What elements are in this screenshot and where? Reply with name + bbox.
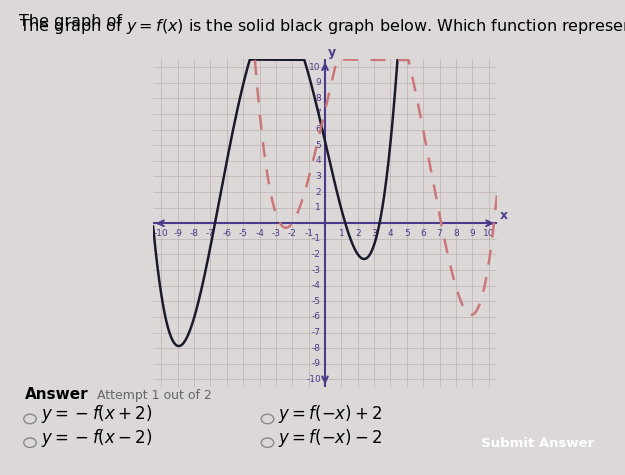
Text: 8: 8 <box>315 94 321 103</box>
Text: $y = -f(x+2)$: $y = -f(x+2)$ <box>41 403 152 425</box>
Text: -4: -4 <box>312 281 321 290</box>
Text: -2: -2 <box>288 229 297 238</box>
Text: 2: 2 <box>315 188 321 197</box>
Text: -3: -3 <box>312 266 321 275</box>
Text: 4: 4 <box>315 156 321 165</box>
Text: -9: -9 <box>312 359 321 368</box>
Text: -1: -1 <box>312 234 321 243</box>
Text: 3: 3 <box>371 229 377 238</box>
Text: The graph of: The graph of <box>19 14 127 29</box>
Text: 6: 6 <box>315 125 321 134</box>
Text: Answer: Answer <box>25 387 89 402</box>
Text: The graph of $y = f(x)$ is the solid black graph below. Which function represent: The graph of $y = f(x)$ is the solid bla… <box>19 17 625 36</box>
Text: x: x <box>500 209 508 222</box>
Text: 9: 9 <box>315 78 321 87</box>
Text: 1: 1 <box>339 229 344 238</box>
Text: -8: -8 <box>189 229 199 238</box>
Text: -4: -4 <box>255 229 264 238</box>
Text: 1: 1 <box>315 203 321 212</box>
Text: -8: -8 <box>312 343 321 352</box>
Text: -6: -6 <box>222 229 231 238</box>
Text: 10: 10 <box>483 229 494 238</box>
Text: 4: 4 <box>388 229 393 238</box>
Text: 5: 5 <box>404 229 410 238</box>
Text: -7: -7 <box>206 229 215 238</box>
Text: $y = -f(x-2)$: $y = -f(x-2)$ <box>41 427 152 449</box>
Text: -3: -3 <box>271 229 281 238</box>
Text: -6: -6 <box>312 313 321 322</box>
Text: 5: 5 <box>315 141 321 150</box>
Text: 7: 7 <box>315 110 321 118</box>
Text: Submit Answer: Submit Answer <box>481 437 594 450</box>
Text: y: y <box>328 46 336 59</box>
Text: 3: 3 <box>315 172 321 181</box>
Text: $y = f(-x)-2$: $y = f(-x)-2$ <box>278 427 382 449</box>
Text: 10: 10 <box>309 63 321 72</box>
Text: -10: -10 <box>306 375 321 384</box>
Text: -1: -1 <box>304 229 313 238</box>
Text: -9: -9 <box>173 229 182 238</box>
Text: -5: -5 <box>312 297 321 306</box>
Text: 8: 8 <box>453 229 459 238</box>
Text: $y = f(-x)+2$: $y = f(-x)+2$ <box>278 403 382 425</box>
Text: 6: 6 <box>421 229 426 238</box>
Text: 2: 2 <box>355 229 361 238</box>
Text: Attempt 1 out of 2: Attempt 1 out of 2 <box>97 389 212 402</box>
Text: 7: 7 <box>437 229 442 238</box>
Text: -5: -5 <box>239 229 248 238</box>
Text: 9: 9 <box>469 229 475 238</box>
Text: -7: -7 <box>312 328 321 337</box>
Text: -10: -10 <box>154 229 169 238</box>
Text: -2: -2 <box>312 250 321 259</box>
